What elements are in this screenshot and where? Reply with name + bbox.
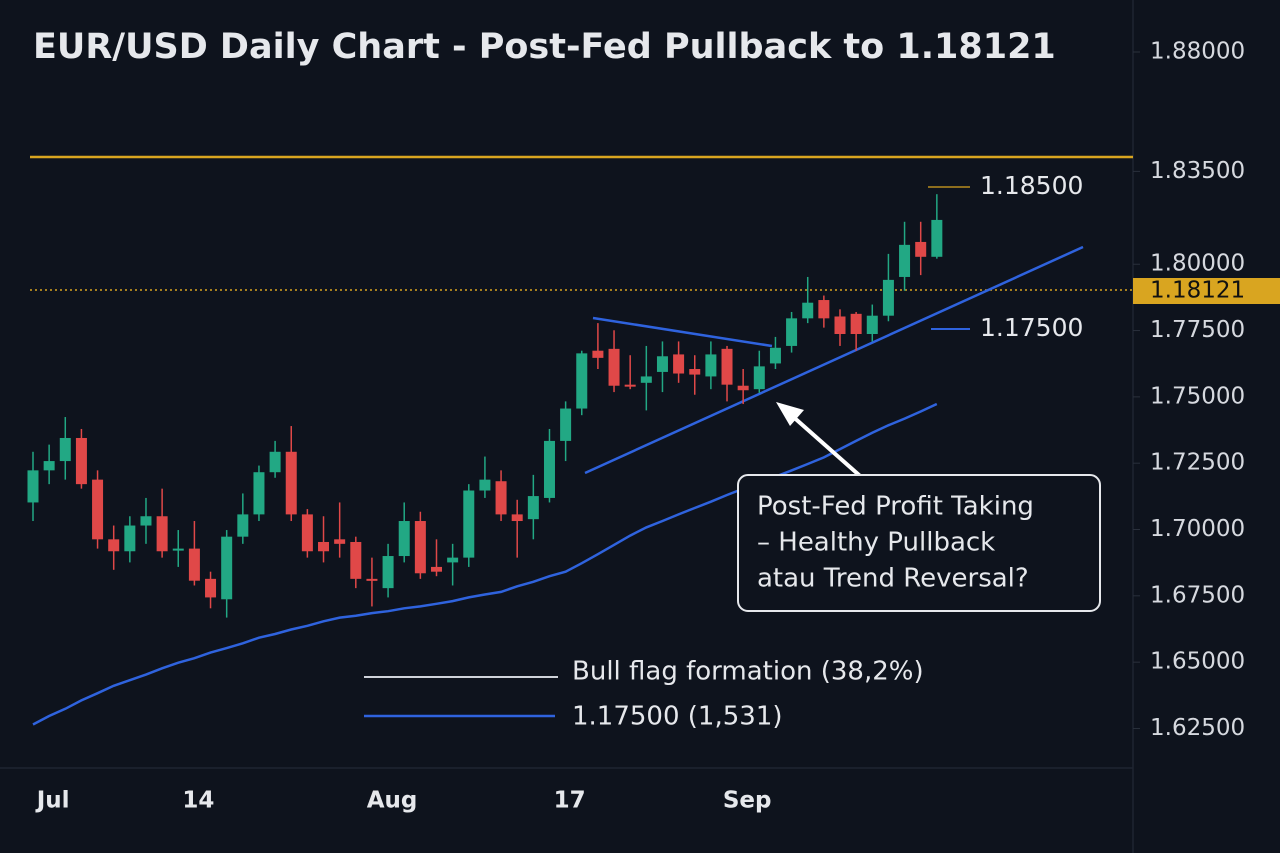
x-tick-label: 14: [182, 788, 214, 814]
level-low-label: 1.17500: [980, 313, 1083, 342]
candle-body: [673, 354, 685, 374]
candle-body: [237, 514, 249, 537]
x-tick-label: Aug: [367, 788, 418, 814]
candle-body: [511, 514, 523, 522]
y-tick-label: 1.75000: [1150, 383, 1245, 409]
candle-body: [414, 521, 426, 574]
callout-line: – Healthy Pullback: [757, 528, 995, 558]
trend-support-line: [584, 245, 1084, 475]
candles: [27, 194, 943, 618]
candle-body: [140, 516, 152, 526]
y-tick-label: 1.67500: [1150, 582, 1245, 608]
current-price-label: 1.18121: [1150, 278, 1245, 304]
candle-body: [640, 376, 652, 383]
callout-box: [737, 474, 1101, 612]
candle-body: [753, 366, 765, 390]
current-price-box: [1133, 278, 1280, 304]
y-tick-label: 1.88000: [1150, 39, 1245, 65]
candle-body: [479, 479, 491, 491]
candle-body: [543, 440, 555, 498]
candle-body: [802, 302, 814, 319]
candle-body: [108, 539, 120, 552]
candle-body: [834, 316, 846, 334]
candle-body: [931, 219, 943, 257]
x-tick-label: Jul: [35, 788, 70, 814]
candle-body: [350, 541, 362, 579]
flag-upper-line: [592, 316, 773, 348]
candle-body: [527, 496, 539, 520]
y-tick-label: 1.80000: [1150, 251, 1245, 277]
candle-body: [608, 348, 620, 386]
candle-body: [786, 318, 798, 346]
candle-body: [447, 557, 459, 563]
candle-body: [737, 385, 749, 391]
candle-body: [882, 279, 894, 316]
candle-body: [769, 347, 781, 364]
y-tick-label: 1.77500: [1150, 317, 1245, 343]
moving-average-line: [32, 402, 938, 726]
candle-body: [366, 578, 378, 581]
candle-body: [560, 408, 572, 441]
legend-label: Bull flag formation (38,2%): [572, 657, 924, 687]
x-tick-label: 17: [554, 788, 586, 814]
legend-label: 1.17500 (1,531): [572, 702, 783, 732]
level-high-label: 1.18500: [980, 171, 1083, 200]
candle-body: [463, 490, 475, 558]
candle-body: [592, 350, 604, 358]
candle-body: [656, 356, 668, 372]
candle-body: [318, 541, 330, 552]
candle-body: [915, 241, 927, 257]
y-tick-label: 1.83500: [1150, 158, 1245, 184]
candle-body: [59, 437, 71, 462]
y-tick-label: 1.70000: [1150, 516, 1245, 542]
candle-body: [43, 461, 55, 471]
y-tick-label: 1.72500: [1150, 450, 1245, 476]
candle-body: [253, 472, 265, 515]
candle-body: [721, 348, 733, 385]
callout-line: atau Trend Reversal?: [757, 564, 1029, 594]
callout-arrowhead: [776, 402, 804, 426]
chart-title: EUR/USD Daily Chart - Post-Fed Pullback …: [33, 27, 1056, 67]
y-tick-label: 1.62500: [1150, 715, 1245, 741]
candle-body: [27, 470, 39, 503]
candle-body: [431, 566, 442, 572]
candle-body: [188, 548, 200, 581]
candle-body: [495, 481, 507, 515]
candle-body: [398, 521, 410, 557]
candle-body: [818, 300, 830, 319]
candle-body: [705, 354, 717, 377]
candle-body: [899, 244, 911, 277]
y-tick-label: 1.65000: [1150, 649, 1245, 675]
candle-body: [301, 514, 313, 552]
candle-body: [92, 479, 104, 540]
x-tick-label: Sep: [723, 788, 772, 814]
candle-body: [382, 556, 394, 589]
candle-body: [689, 369, 701, 375]
candle-body: [156, 516, 168, 552]
callout-line: Post-Fed Profit Taking: [757, 492, 1034, 522]
candle-body: [124, 525, 136, 552]
candle-body: [576, 353, 588, 409]
candle-body: [172, 548, 184, 551]
candle-body: [866, 315, 878, 334]
candle-body: [624, 384, 636, 387]
candle-body: [285, 451, 297, 515]
candle-body: [221, 536, 233, 600]
candle-body: [269, 451, 281, 473]
candle-body: [205, 578, 217, 598]
candle-body: [850, 313, 862, 334]
candle-body: [334, 539, 346, 544]
candle-body: [75, 437, 87, 485]
